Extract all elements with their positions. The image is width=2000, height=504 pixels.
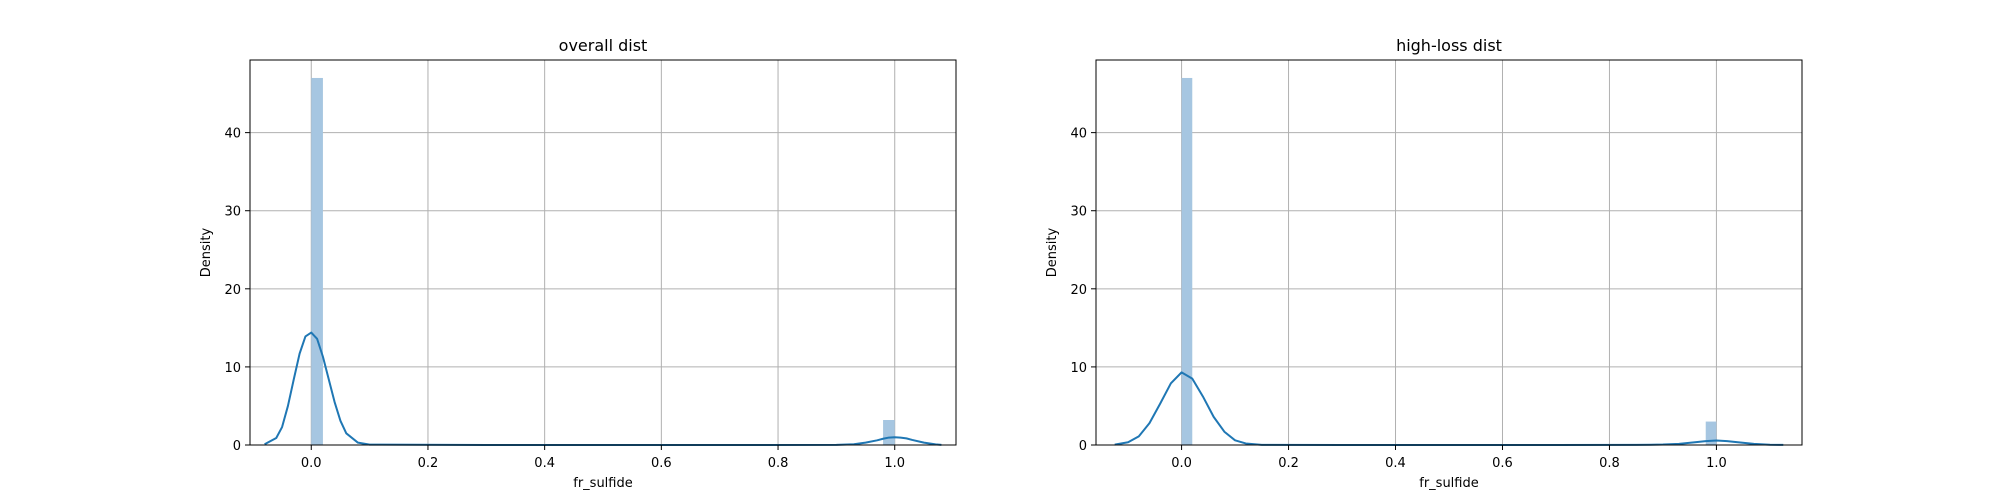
histogram-bar-1 [311,77,323,446]
y-tick-label: 20 [224,283,241,298]
x-tick-label: 0.2 [418,456,439,471]
kde-line [1114,371,1784,446]
y-tick-label: 40 [224,127,241,142]
x-axis-label: fr_sulfide [1419,476,1478,491]
x-tick-label: 0.0 [301,456,322,471]
y-tick-label: 30 [224,205,241,220]
y-tick-label: 10 [1070,361,1087,376]
y-tick-label: 30 [1070,205,1087,220]
y-axis-label: Density [199,227,214,277]
histogram-bar-1 [1181,77,1193,446]
chart-title: high-loss dist [1396,36,1502,55]
y-tick-label: 10 [224,361,241,376]
histogram-bar-2 [883,420,895,445]
axes-frame [249,59,957,446]
kde-line [264,331,942,446]
axes-frame [1095,59,1803,446]
y-tick-label: 0 [1079,439,1087,454]
y-tick-label: 20 [1070,283,1087,298]
chart-title: overall dist [559,36,648,55]
x-tick-label: 0.0 [1171,456,1192,471]
x-tick-label: 1.0 [884,456,905,471]
x-axis-label: fr_sulfide [573,476,632,491]
histogram-bar-2 [1705,421,1717,445]
x-tick-label: 0.2 [1278,456,1299,471]
y-tick-label: 40 [1070,127,1087,142]
x-tick-label: 0.4 [534,456,555,471]
y-tick-label: 0 [233,439,241,454]
x-tick-label: 0.6 [1492,456,1513,471]
y-axis-label: Density [1045,227,1060,277]
x-tick-label: 0.8 [1599,456,1620,471]
x-tick-label: 0.4 [1385,456,1406,471]
subplot-1: 0.0 0.2 0.4 0.6 0.8 1.0 0 10 20 30 40 overall dist f… [199,36,957,491]
x-tick-label: 1.0 [1706,456,1727,471]
x-tick-label: 0.6 [651,456,672,471]
x-tick-label: 0.8 [768,456,789,471]
subplot-2: 0.0 0.2 0.4 0.6 0.8 1.0 0 10 20 30 40 high-loss dis… [1045,36,1803,491]
